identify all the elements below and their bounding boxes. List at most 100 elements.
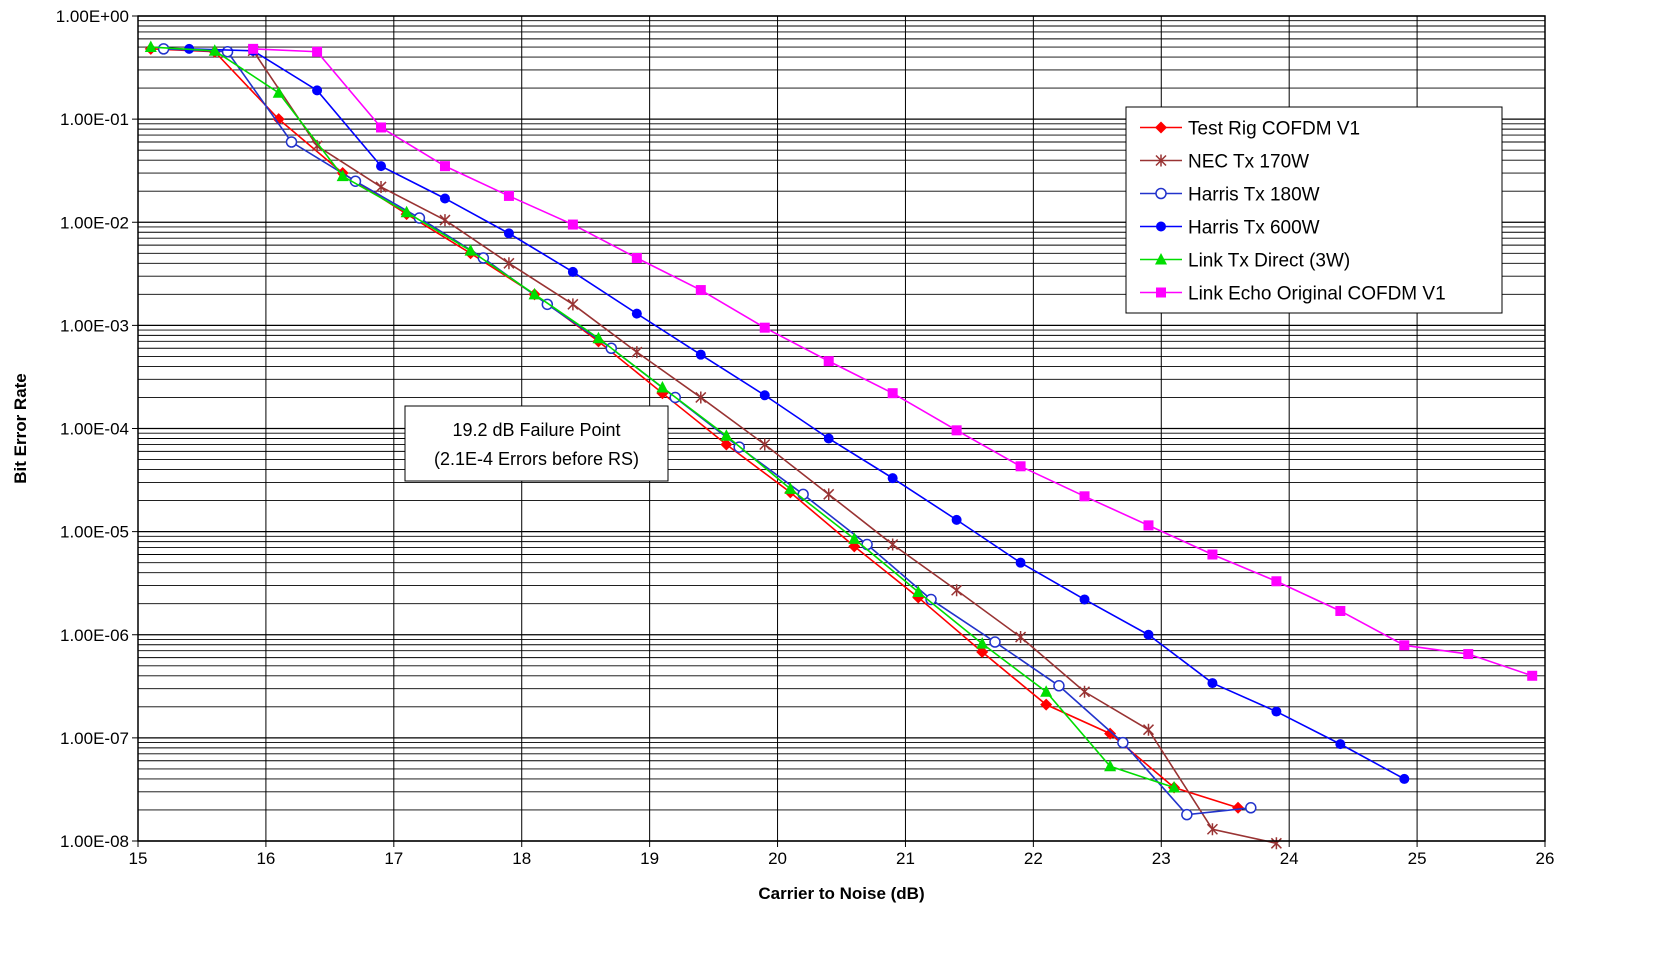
legend-item: NEC Tx 170W [1140,152,1309,173]
legend-box [1125,106,1503,314]
series-group [144,40,1538,850]
data-point [1078,685,1091,698]
data-point [1527,670,1538,681]
data-point [631,308,642,319]
y-tick-label: 1.00E-04 [60,420,129,439]
data-point [1399,640,1410,651]
data-point [439,161,450,172]
y-tick-label: 1.00E-08 [60,832,129,851]
y-tick-label: 1.00E-01 [60,110,129,129]
axes: 15 16 17 18 19 20 21 22 23 24 25 26 1.00E+00 1.00E-01… [56,7,1555,868]
data-point [1053,680,1065,692]
data-point [976,637,989,649]
data-point [695,285,706,296]
data-point [848,532,861,544]
data-point [1104,759,1117,772]
data-point [1143,629,1154,640]
data-point [528,287,541,300]
data-point [912,585,925,597]
x-tick-label: 20 [768,849,787,868]
series-5 [144,40,1181,793]
y-tick-label: 1.00E-07 [60,729,129,748]
data-point [1156,221,1166,232]
legend-item: Link Tx Direct (3W) [1140,251,1350,272]
data-point [439,193,450,204]
data-point [439,214,451,227]
data-point [376,161,387,172]
legend-label: Link Tx Direct (3W) [1188,251,1350,272]
data-point [285,136,298,148]
annotation-line-2: (2.1E-4 Errors before RS) [434,449,639,469]
x-tick-label: 19 [640,849,659,868]
x-tick-label: 24 [1280,849,1299,868]
legend-label: Test Rig COFDM V1 [1188,119,1360,140]
data-point [784,482,797,494]
data-point [1015,461,1026,472]
data-point [887,473,898,484]
data-point [951,514,962,525]
annotation-line-1: 19.2 dB Failure Point [452,420,620,440]
data-point [695,349,706,360]
y-tick-label: 1.00E-03 [60,316,129,335]
data-point [861,538,873,551]
data-point [376,122,387,133]
annotation-box [404,405,669,482]
data-point [951,584,963,597]
series-line [189,48,1405,780]
data-point [312,85,323,96]
data-point [1232,801,1245,814]
data-point [887,538,899,551]
x-tick-label: 15 [129,849,148,868]
legend-label: Harris Tx 600W [1188,218,1320,239]
legend: Test Rig COFDM V1 NEC Tx 170W Harris Tx 18… [1125,106,1503,314]
data-point [208,44,221,56]
x-tick-label: 26 [1536,849,1555,868]
data-point [695,391,707,404]
data-point [951,425,962,436]
data-point [656,380,669,393]
y-axis-title: Bit Error Rate [11,373,30,484]
x-tick-label: 18 [512,849,531,868]
data-point [720,429,733,441]
y-tick-label: 1.00E-05 [60,523,129,542]
data-point [1271,576,1282,587]
data-point [312,46,323,57]
data-point [797,488,809,501]
data-point [248,43,259,54]
grid-lines [137,15,1546,842]
legend-label: Link Echo Original COFDM V1 [1188,284,1446,305]
data-point [631,346,643,359]
data-point [823,356,834,367]
data-point [925,593,937,606]
data-point [272,113,285,126]
data-point [759,390,770,401]
x-tick-label: 16 [256,849,275,868]
data-point [1104,727,1117,740]
data-point [1181,808,1193,821]
data-point [1207,549,1218,560]
data-point [1245,802,1257,814]
data-point [503,190,514,201]
data-point [631,253,642,264]
data-point [1399,773,1410,784]
data-point [1040,698,1053,711]
x-axis-title: Carrier to Noise (dB) [758,884,924,903]
x-tick-label: 23 [1152,849,1171,868]
data-point [1015,557,1026,568]
data-point [1117,736,1129,749]
data-point [1271,706,1282,717]
data-point [1206,823,1218,836]
data-point [413,212,426,224]
y-tick-label: 1.00E+00 [56,7,129,26]
data-point [1015,631,1027,644]
data-point [1079,594,1090,605]
x-tick-label: 22 [1024,849,1043,868]
data-point [157,43,170,55]
y-tick-label: 1.00E-06 [60,626,129,645]
data-point [759,438,771,451]
data-point [375,180,387,193]
data-point [336,169,349,182]
data-point [567,266,578,277]
series-line [150,48,1239,809]
